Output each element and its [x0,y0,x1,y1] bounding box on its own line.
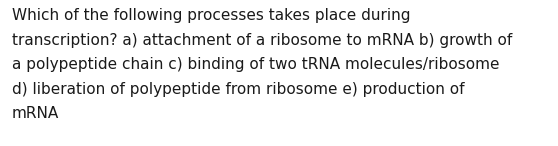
Text: d) liberation of polypeptide from ribosome e) production of: d) liberation of polypeptide from riboso… [12,81,464,97]
Text: transcription? a) attachment of a ribosome to mRNA b) growth of: transcription? a) attachment of a riboso… [12,33,512,47]
Text: mRNA: mRNA [12,106,59,121]
Text: Which of the following processes takes place during: Which of the following processes takes p… [12,8,411,23]
Text: a polypeptide chain c) binding of two tRNA molecules/ribosome: a polypeptide chain c) binding of two tR… [12,57,499,72]
